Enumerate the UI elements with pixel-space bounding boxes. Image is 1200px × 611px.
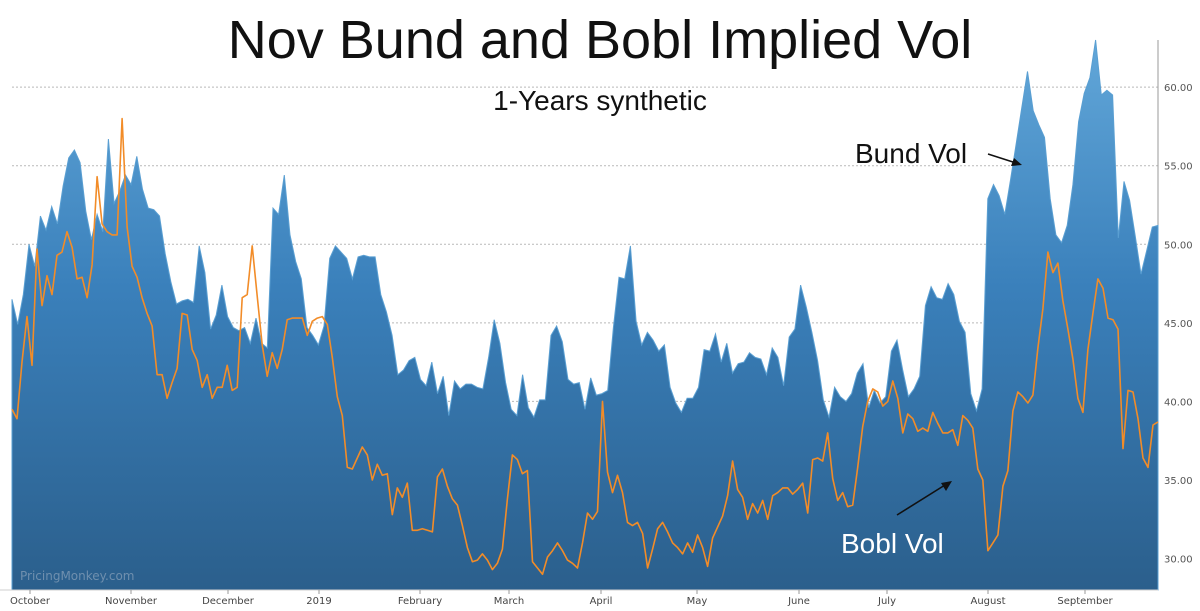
y-tick-label: 50.00 bbox=[1164, 240, 1193, 251]
x-tick-label: October bbox=[10, 596, 51, 607]
bobl-vol-arrow bbox=[896, 481, 952, 516]
x-tick-label: May bbox=[687, 596, 708, 607]
y-tick-label: 35.00 bbox=[1164, 476, 1193, 487]
x-tick-label: June bbox=[787, 596, 810, 607]
y-tick-label: 40.00 bbox=[1164, 397, 1193, 408]
x-tick-label: March bbox=[494, 596, 524, 607]
bund-vol-arrow bbox=[987, 153, 1022, 166]
x-tick-label: November bbox=[105, 596, 158, 607]
x-tick-label: July bbox=[877, 596, 896, 607]
x-tick-label: 2019 bbox=[306, 596, 331, 607]
bund-vol-area bbox=[11, 39, 1159, 591]
x-tick-label: September bbox=[1057, 596, 1113, 607]
chart-subtitle: 1-Years synthetic bbox=[493, 85, 707, 116]
x-tick-label: February bbox=[398, 596, 442, 607]
x-tick-label: April bbox=[590, 596, 613, 607]
bobl-vol-annotation: Bobl Vol bbox=[841, 528, 944, 559]
bund-vol-annotation: Bund Vol bbox=[855, 138, 967, 169]
y-tick-label: 45.00 bbox=[1164, 319, 1193, 330]
x-tick-label: August bbox=[971, 596, 1006, 607]
bobl-vol-line bbox=[11, 117, 1159, 576]
chart-title: Nov Bund and Bobl Implied Vol bbox=[228, 10, 972, 70]
y-tick-label: 30.00 bbox=[1164, 555, 1193, 566]
watermark: PricingMonkey.com bbox=[20, 569, 135, 583]
x-tick-label: December bbox=[202, 596, 255, 607]
y-axis: 30.00 35.00 40.00 45.00 50.00 55.00 60.00 bbox=[1157, 40, 1193, 590]
y-tick-label: 55.00 bbox=[1164, 162, 1193, 173]
y-tick-label: 60.00 bbox=[1164, 83, 1193, 94]
x-axis: October November December 2019 February March… bbox=[0, 589, 1158, 607]
